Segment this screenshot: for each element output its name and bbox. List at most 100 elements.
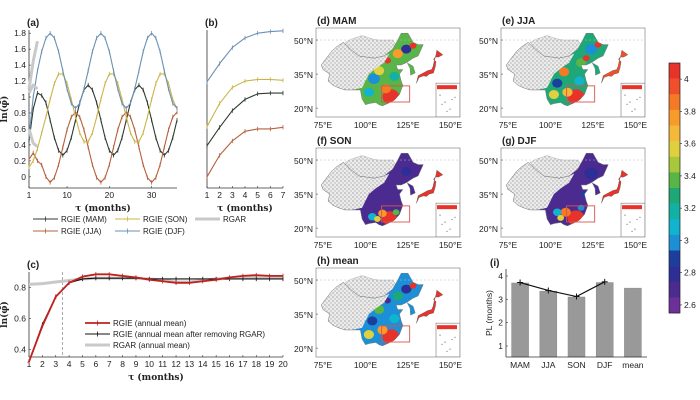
hatched-insignificant-region <box>321 42 390 90</box>
inset-island <box>451 218 453 221</box>
hatched-insignificant-region <box>321 162 390 210</box>
panel-a: (a) 1 10 20 30 0 0.2 0.4 0.6 0.8 1 1.2 1.4 1.6 1.8 τ (m… <box>0 18 178 214</box>
value-patch <box>392 291 403 301</box>
value-patch <box>373 66 385 76</box>
plus-marker <box>545 287 552 294</box>
japan-land <box>601 49 629 84</box>
inset-island <box>626 223 628 225</box>
inset-island <box>454 96 456 98</box>
x-tick-label: mean <box>622 360 644 370</box>
colorbar-bin <box>669 234 680 251</box>
series-line-jja <box>206 126 284 178</box>
map-title: (f) SON <box>317 136 351 147</box>
legend-label: RGIE (MAM) <box>61 215 107 224</box>
x-tick-label: 19 <box>265 359 275 369</box>
y-tick-label: 0.8 <box>14 282 26 292</box>
plus-marker <box>601 278 608 285</box>
series-line-annual_red <box>28 273 283 362</box>
map-frame <box>315 27 461 118</box>
panel-c: (c)1 2 3 4 5 6 7 8 9 10 11 12 13 14 15 16 17 18 19 200.40.6… <box>0 260 288 383</box>
lon-label: 100°E <box>539 120 563 130</box>
inset-island <box>441 103 443 105</box>
map-content <box>316 148 460 237</box>
china-border <box>320 32 424 107</box>
colorbar-bin <box>669 266 680 283</box>
korea-land <box>591 182 601 196</box>
x-tick-label: 16 <box>225 359 235 369</box>
x-tick-label: 9 <box>134 359 139 369</box>
series-line-rgar <box>27 83 39 94</box>
legend-label: RGAR (annual mean) <box>113 341 190 350</box>
y-axis-label: ln(φ̄) <box>0 301 10 328</box>
x-axis-label: τ (months) <box>75 203 131 214</box>
series-line-jja <box>28 111 178 183</box>
lon-label: 75°E <box>314 120 333 130</box>
x-tick-label: 11 <box>158 359 167 369</box>
legend-item: RGIE (MAM) <box>33 215 107 224</box>
legend-item: RGIE (annual mean) <box>85 319 187 328</box>
y-tick-label: 0.4 <box>14 344 26 354</box>
panel-label: (i) <box>490 258 499 269</box>
map-mam: (d) MAM 50°N 35°N 20°N75°E 100°E 125°E 150°E <box>294 16 462 130</box>
lon-label: 125°E <box>581 120 605 130</box>
y-tick-label: 2 <box>498 318 503 328</box>
colorbar-bin <box>669 250 680 267</box>
value-patch <box>363 87 374 97</box>
x-tick-label: 1 <box>27 190 32 200</box>
x-tick-label: DJF <box>597 360 613 370</box>
legend-item: RGAR (annual mean) <box>85 341 190 350</box>
lon-label: 150°E <box>624 120 648 130</box>
value-patch <box>401 44 412 54</box>
korea-land <box>591 62 601 76</box>
korea-land <box>406 302 416 316</box>
lon-label: 75°E <box>499 240 518 250</box>
x-tick-label: 5 <box>80 359 85 369</box>
colorbar-tick-label: 2.6 <box>684 300 696 310</box>
y-tick-label: 0.2 <box>14 156 26 166</box>
value-patch <box>401 284 412 294</box>
lat-label: 20°N <box>294 344 313 354</box>
y-tick-label: 1 <box>498 341 503 351</box>
x-tick-label: 7 <box>107 359 112 369</box>
x-tick-label: 12 <box>171 359 181 369</box>
inset-island <box>449 228 451 230</box>
inset-island <box>451 338 453 341</box>
inset-island <box>444 221 446 223</box>
colorbar-tick-label: 3.2 <box>684 203 696 213</box>
inset-coast-strip <box>622 85 642 90</box>
lon-label: 125°E <box>581 240 605 250</box>
lon-label: 125°E <box>396 120 420 130</box>
inset-coast-strip <box>437 205 457 210</box>
lon-label: 100°E <box>539 240 563 250</box>
inset-island <box>444 341 446 343</box>
x-tick-label: 2 <box>40 359 45 369</box>
colorbar-bin <box>669 141 680 158</box>
lon-label: 100°E <box>354 360 378 370</box>
y-tick-label: 1.8 <box>14 28 26 38</box>
series-line-rgar <box>27 128 39 148</box>
x-tick-label: 15 <box>211 359 221 369</box>
panel-label: (c) <box>27 260 39 271</box>
y-axis-label: PL (months) <box>484 290 494 336</box>
x-tick-label: SON <box>567 360 585 370</box>
legend-item: RGIE (annual mean after removing RGAR) <box>85 330 265 339</box>
lon-label: 150°E <box>439 360 463 370</box>
inset-island <box>439 214 441 216</box>
inset-island <box>446 110 448 112</box>
lat-label: 50°N <box>479 156 498 166</box>
legend-label: RGIE (JJA) <box>61 227 102 236</box>
x-tick-label: 20 <box>278 359 288 369</box>
bar-son <box>567 296 586 358</box>
lon-label: 150°E <box>624 240 648 250</box>
inset-island <box>639 216 641 218</box>
japan-land <box>416 289 444 324</box>
plus-marker <box>517 279 524 286</box>
hatched-insignificant-region <box>506 162 575 210</box>
legend-item: RGIE (SON) <box>115 215 188 224</box>
map-frame <box>500 27 646 118</box>
colorbar-bin <box>669 63 680 79</box>
y-tick-label: 1.2 <box>14 76 26 86</box>
x-tick-label: 20 <box>105 190 115 200</box>
hatched-insignificant-region <box>321 282 390 330</box>
